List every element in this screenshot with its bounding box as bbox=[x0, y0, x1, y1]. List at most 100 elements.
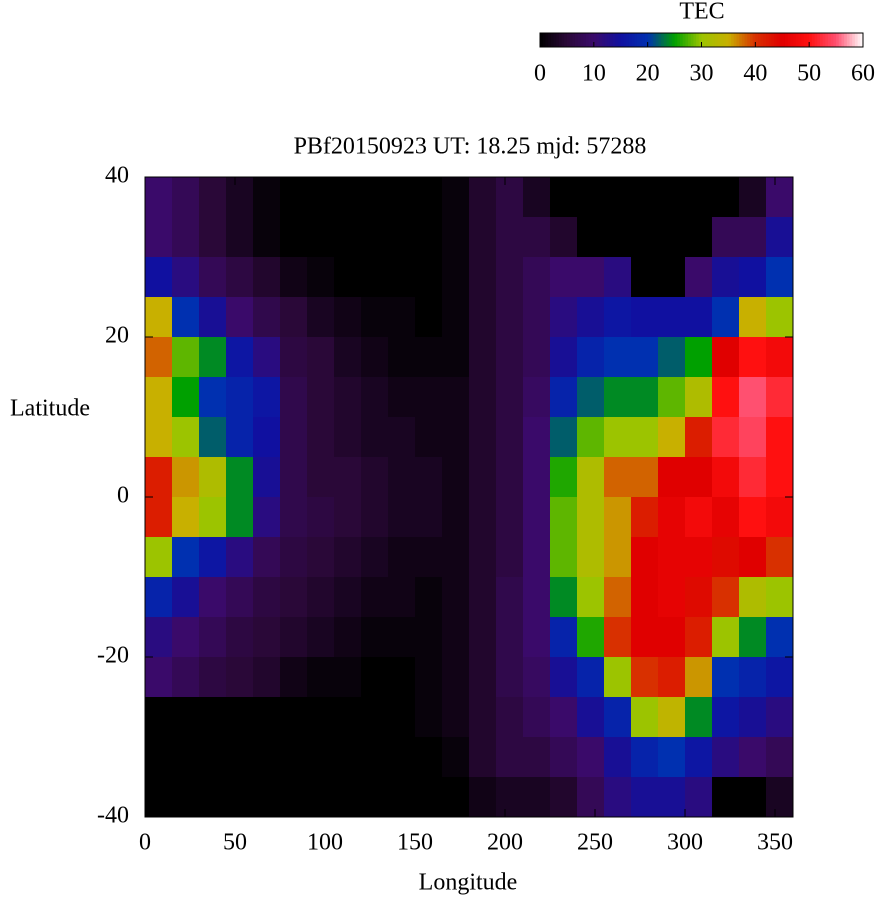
heat-cell bbox=[280, 577, 308, 618]
colorbar-swatch bbox=[626, 33, 630, 47]
heat-cell bbox=[307, 777, 335, 818]
heat-cell bbox=[739, 337, 767, 378]
heat-cell bbox=[604, 657, 632, 698]
heat-cell bbox=[415, 657, 443, 698]
heat-cell bbox=[415, 737, 443, 778]
heat-cell bbox=[685, 257, 713, 298]
heat-cell bbox=[550, 177, 578, 218]
heat-cell bbox=[172, 497, 200, 538]
heat-cell bbox=[226, 617, 254, 658]
heat-cell bbox=[253, 457, 281, 498]
colorbar-swatch bbox=[774, 33, 778, 47]
heat-cell bbox=[199, 177, 227, 218]
colorbar-swatch bbox=[739, 33, 743, 47]
colorbar-tick-label: 60 bbox=[851, 61, 875, 87]
heat-cell bbox=[361, 657, 389, 698]
heat-cell bbox=[307, 257, 335, 298]
colorbar-swatch bbox=[550, 33, 554, 47]
heat-cell bbox=[388, 737, 416, 778]
heat-cell bbox=[712, 457, 740, 498]
heat-cell bbox=[442, 657, 470, 698]
heat-cell bbox=[496, 697, 524, 738]
heat-cell bbox=[631, 177, 659, 218]
heat-cell bbox=[685, 697, 713, 738]
heat-cell bbox=[172, 617, 200, 658]
heat-cell bbox=[388, 297, 416, 338]
heat-cell bbox=[388, 777, 416, 818]
heat-cell bbox=[280, 657, 308, 698]
heat-cell bbox=[199, 537, 227, 578]
heat-cell bbox=[442, 297, 470, 338]
heat-cell bbox=[604, 617, 632, 658]
colorbar-swatch bbox=[580, 33, 584, 47]
colorbar-swatch bbox=[833, 33, 837, 47]
heat-cell bbox=[631, 537, 659, 578]
colorbar-swatch bbox=[782, 33, 786, 47]
heat-cell bbox=[550, 657, 578, 698]
heat-cell bbox=[712, 577, 740, 618]
heat-cell bbox=[415, 337, 443, 378]
heat-cell bbox=[388, 457, 416, 498]
x-tick-label: 350 bbox=[757, 830, 793, 856]
y-tick-label: 0 bbox=[117, 483, 129, 509]
colorbar-swatch bbox=[671, 33, 676, 47]
heat-cell bbox=[550, 537, 578, 578]
colorbar-swatch bbox=[790, 33, 794, 47]
colorbar-swatch bbox=[798, 33, 802, 47]
colorbar-swatch bbox=[720, 33, 724, 47]
heat-cell bbox=[604, 257, 632, 298]
heat-cell bbox=[523, 777, 551, 818]
heat-cell bbox=[442, 457, 470, 498]
heat-cell bbox=[631, 777, 659, 818]
heat-cell bbox=[550, 217, 578, 258]
heat-cell bbox=[712, 337, 740, 378]
colorbar-swatch bbox=[650, 33, 654, 47]
colorbar-swatch bbox=[806, 33, 810, 47]
colorbar-swatch bbox=[698, 33, 702, 47]
heat-cell bbox=[415, 377, 443, 418]
chart-title: PBf20150923 UT: 18.25 mjd: 57288 bbox=[294, 134, 647, 160]
heat-cell bbox=[334, 337, 362, 378]
heat-cell bbox=[307, 617, 335, 658]
colorbar-swatch bbox=[822, 33, 826, 47]
heat-cell bbox=[388, 497, 416, 538]
heat-cell bbox=[685, 177, 713, 218]
heat-cell bbox=[739, 177, 767, 218]
heat-cell bbox=[658, 257, 686, 298]
heat-cell bbox=[361, 217, 389, 258]
heat-cell bbox=[469, 777, 497, 818]
heat-cell bbox=[199, 697, 227, 738]
heat-cell bbox=[361, 737, 389, 778]
heat-cell bbox=[766, 177, 794, 218]
heat-cell bbox=[739, 497, 767, 538]
heat-cell bbox=[415, 177, 443, 218]
heat-cell bbox=[361, 177, 389, 218]
y-tick-label: 40 bbox=[105, 163, 129, 189]
heat-cell bbox=[199, 657, 227, 698]
heat-cell bbox=[766, 777, 794, 818]
heat-cell bbox=[523, 657, 551, 698]
heat-cell bbox=[226, 297, 254, 338]
heat-cell bbox=[631, 497, 659, 538]
heat-cell bbox=[658, 417, 686, 458]
colorbar-swatch bbox=[599, 33, 603, 47]
heat-cell bbox=[415, 697, 443, 738]
colorbar-swatch bbox=[569, 33, 573, 47]
colorbar-swatch bbox=[814, 33, 818, 47]
heat-cell bbox=[307, 457, 335, 498]
colorbar-swatch bbox=[685, 33, 689, 47]
heat-cell bbox=[307, 657, 335, 698]
heat-cell bbox=[253, 257, 281, 298]
heat-cell bbox=[334, 457, 362, 498]
heat-cell bbox=[469, 537, 497, 578]
heat-cell bbox=[199, 257, 227, 298]
heat-cell bbox=[199, 577, 227, 618]
heat-cell bbox=[766, 577, 794, 618]
colorbar-swatch bbox=[661, 33, 665, 47]
heat-cell bbox=[496, 417, 524, 458]
heat-cell bbox=[253, 337, 281, 378]
heat-cell bbox=[145, 617, 173, 658]
heat-cell bbox=[469, 217, 497, 258]
heat-cell bbox=[496, 537, 524, 578]
colorbar-tick-label: 10 bbox=[582, 61, 606, 87]
